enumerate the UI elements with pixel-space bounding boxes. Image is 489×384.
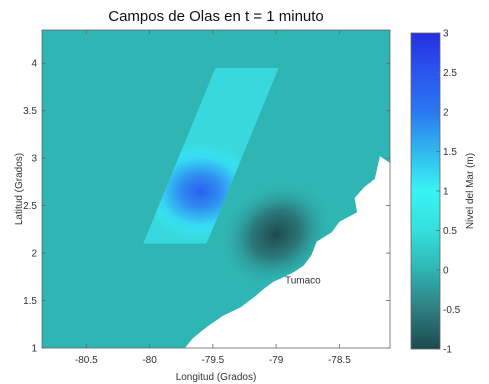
land-coastline [185, 156, 390, 348]
x-tick-label: -79.5 [201, 355, 224, 366]
y-tick-label: 3 [31, 154, 37, 165]
y-axis-label: Latitud (Grados) [14, 153, 25, 225]
x-tick-label: -80.5 [75, 355, 98, 366]
x-tick-label: -79 [269, 355, 284, 366]
y-tick-label: 2 [31, 249, 37, 260]
colorbar-tick-label: 0.5 [443, 226, 457, 237]
colorbar-ticks: -1 -0.5 0 0.5 1 1.5 2 2.5 3 [436, 29, 461, 356]
colorbar-tick-label: 3 [443, 29, 449, 40]
y-tick-label: 3.5 [23, 106, 37, 117]
chart-title: Campos de Olas en t = 1 minuto [108, 8, 324, 25]
colorbar-tick-label: 2 [443, 108, 449, 119]
annotation-tumaco: Tumaco [285, 275, 321, 286]
colorbar: -1 -0.5 0 0.5 1 1.5 2 2.5 3 Nivel del Mar (m) [410, 29, 476, 356]
y-tick-label: 1 [31, 344, 37, 355]
y-tick-label: 1.5 [23, 296, 37, 307]
colorbar-label: Nivel del Mar (m) [465, 153, 476, 229]
y-axis: 1 1.5 2 2.5 3 3.5 4 [23, 59, 390, 355]
x-tick-label: -80 [142, 355, 157, 366]
x-tick-label: -78.5 [328, 355, 351, 366]
y-tick-label: 2.5 [23, 201, 37, 212]
colorbar-gradient [410, 32, 441, 350]
x-axis: -80.5 -80 -79.5 -79 -78.5 [75, 30, 351, 366]
colorbar-tick-label: 0 [443, 266, 449, 277]
plot-frame [41, 29, 391, 349]
colorbar-tick-label: -1 [443, 345, 452, 356]
colorbar-tick-label: 1.5 [443, 147, 457, 158]
x-axis-label: Longitud (Grados) [176, 372, 257, 383]
colorbar-tick-label: -0.5 [443, 305, 461, 316]
colorbar-tick-label: 2.5 [443, 68, 457, 79]
y-tick-label: 4 [31, 59, 37, 70]
colorbar-tick-label: 1 [443, 187, 449, 198]
plot-area: -80.5 -80 -79.5 -79 -78.5 1 1.5 2 2.5 3 3.5 4 Tuma… [23, 29, 391, 366]
wave-trough [219, 180, 334, 288]
